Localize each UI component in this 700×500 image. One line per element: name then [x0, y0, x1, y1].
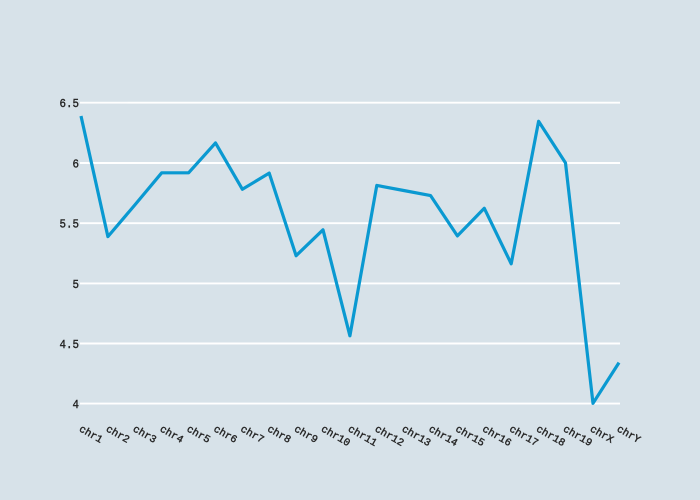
svg-text:6: 6	[73, 159, 80, 172]
svg-text:4.5: 4.5	[60, 339, 80, 352]
svg-text:5: 5	[73, 279, 80, 292]
svg-text:5.5: 5.5	[60, 219, 80, 232]
svg-text:6.5: 6.5	[60, 99, 80, 112]
svg-text:4: 4	[73, 400, 80, 413]
